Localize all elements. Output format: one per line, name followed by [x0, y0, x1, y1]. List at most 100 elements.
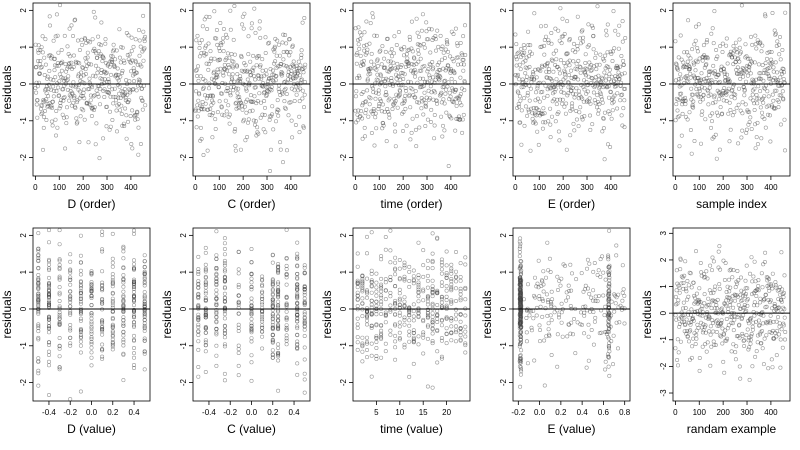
data-point [100, 327, 105, 332]
data-point [44, 97, 49, 102]
data-point [78, 301, 83, 306]
data-point [731, 82, 736, 87]
data-point [564, 147, 569, 152]
data-point [740, 100, 745, 105]
data-point [686, 339, 691, 344]
data-point [439, 267, 444, 272]
data-point [34, 102, 39, 107]
data-point [106, 77, 111, 82]
data-point [260, 334, 265, 339]
data-point [221, 73, 226, 78]
data-point [615, 91, 620, 96]
data-point [422, 90, 427, 95]
data-point [546, 327, 551, 332]
data-point [720, 41, 725, 46]
data-point [254, 63, 259, 68]
data-point [737, 364, 742, 369]
y-tick-label: -1 [499, 342, 508, 350]
data-point [698, 78, 703, 83]
data-point [701, 92, 706, 97]
data-point [736, 86, 741, 91]
data-point [399, 62, 404, 67]
data-point [111, 42, 116, 47]
data-point [606, 270, 611, 275]
data-point [112, 86, 117, 91]
data-point [302, 65, 307, 70]
data-point [607, 275, 612, 280]
data-point [100, 282, 105, 287]
data-point [121, 249, 126, 254]
data-point [284, 41, 289, 46]
data-point [608, 145, 613, 150]
data-point [253, 30, 258, 35]
data-point [78, 339, 83, 344]
data-point [142, 311, 147, 316]
data-point [136, 125, 141, 130]
data-point [84, 100, 89, 105]
data-point [527, 65, 532, 70]
data-point [222, 285, 227, 290]
data-point [434, 101, 439, 106]
data-point [295, 332, 300, 337]
data-point [531, 308, 536, 313]
data-point [778, 337, 783, 342]
data-point [439, 257, 444, 262]
data-point [217, 48, 222, 53]
data-point [743, 309, 748, 314]
data-point [744, 263, 749, 268]
data-point [57, 312, 62, 317]
data-point [110, 296, 115, 301]
data-point [46, 359, 51, 364]
data-point [518, 265, 523, 270]
data-point [135, 62, 140, 67]
data-point [141, 58, 146, 63]
data-point [759, 328, 764, 333]
data-point [53, 34, 58, 39]
data-point [531, 316, 536, 321]
data-point [754, 349, 759, 354]
data-point [100, 354, 105, 359]
data-point [132, 266, 137, 271]
data-point [444, 263, 449, 268]
data-point [606, 293, 611, 298]
data-point [675, 281, 680, 286]
data-point [222, 306, 227, 311]
data-point [569, 68, 574, 73]
data-point [412, 74, 417, 79]
data-point [215, 42, 220, 47]
data-point [388, 290, 393, 295]
data-point [540, 314, 545, 319]
data-point [517, 297, 522, 302]
data-point [595, 93, 600, 98]
data-point [46, 82, 51, 87]
data-point [539, 283, 544, 288]
data-point [83, 37, 88, 42]
data-point [604, 329, 609, 334]
data-point [368, 96, 373, 101]
data-point [770, 306, 775, 311]
data-point [450, 86, 455, 91]
data-point [379, 311, 384, 316]
data-point [546, 268, 551, 273]
data-point [458, 333, 463, 338]
data-point [203, 295, 208, 300]
data-point [723, 328, 728, 333]
data-point [89, 288, 94, 293]
data-point [584, 266, 589, 271]
data-point [678, 339, 683, 344]
data-point [363, 100, 368, 105]
data-point [68, 328, 73, 333]
data-point [395, 65, 400, 70]
data-point [286, 113, 291, 118]
data-point [232, 129, 237, 134]
data-point [70, 90, 75, 95]
data-point [550, 58, 555, 63]
data-point [120, 71, 125, 76]
data-point [132, 365, 137, 370]
data-point [416, 275, 421, 280]
data-point [774, 43, 779, 48]
data-point [276, 108, 281, 113]
data-point [284, 301, 289, 306]
data-point [204, 61, 209, 66]
data-point [399, 47, 404, 52]
